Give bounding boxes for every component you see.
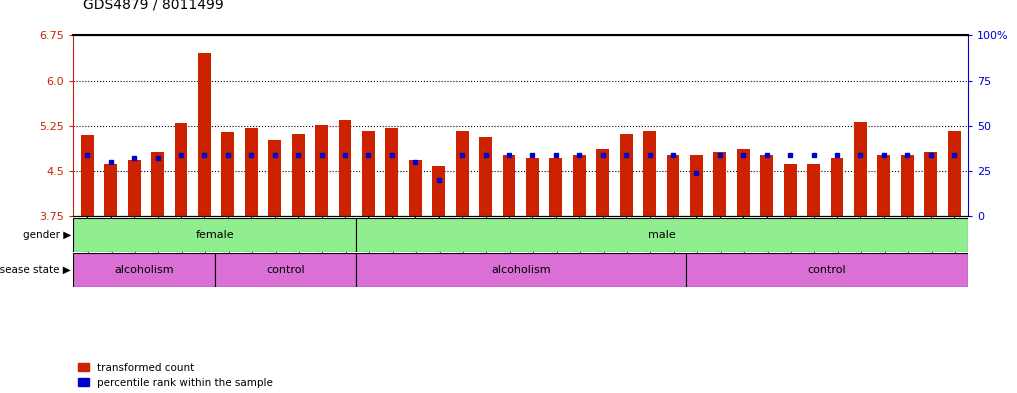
Bar [73,218,356,252]
Bar [152,152,164,216]
Bar [128,160,140,216]
Text: control: control [807,265,846,275]
Bar [432,166,445,216]
Bar [878,155,890,216]
Bar [80,135,94,216]
Bar [362,130,375,216]
Bar [215,253,356,287]
Bar [222,132,234,216]
Bar [198,53,211,216]
Bar [339,120,352,216]
Text: alcoholism: alcoholism [491,265,550,275]
Bar [643,130,656,216]
Bar [292,134,304,216]
Bar [831,158,843,216]
Bar [784,164,796,216]
Text: gender ▶: gender ▶ [23,230,71,240]
Bar [385,128,399,216]
Text: GDS4879 / 8011499: GDS4879 / 8011499 [83,0,224,12]
Bar [479,137,492,216]
Bar [456,130,469,216]
Bar [573,155,586,216]
Text: male: male [648,230,676,240]
Text: disease state ▶: disease state ▶ [0,265,71,275]
Bar [356,253,685,287]
Bar [685,253,968,287]
Bar [761,155,773,216]
Bar [526,158,539,216]
Bar [737,149,750,216]
Bar [924,152,937,216]
Bar [948,130,961,216]
Bar [502,155,516,216]
Text: female: female [195,230,234,240]
Bar [356,218,968,252]
Bar [549,158,562,216]
Bar [315,125,328,216]
Bar [175,123,187,216]
Bar [105,164,117,216]
Bar [268,140,281,216]
Bar [690,155,703,216]
Bar [596,149,609,216]
Bar [854,121,866,216]
Text: alcoholism: alcoholism [114,265,174,275]
Bar [619,134,633,216]
Bar [245,128,257,216]
Bar [73,253,215,287]
Bar [807,164,820,216]
Bar [713,152,726,216]
Legend: transformed count, percentile rank within the sample: transformed count, percentile rank withi… [78,363,273,388]
Bar [409,160,422,216]
Bar [666,155,679,216]
Text: control: control [265,265,304,275]
Bar [901,155,913,216]
